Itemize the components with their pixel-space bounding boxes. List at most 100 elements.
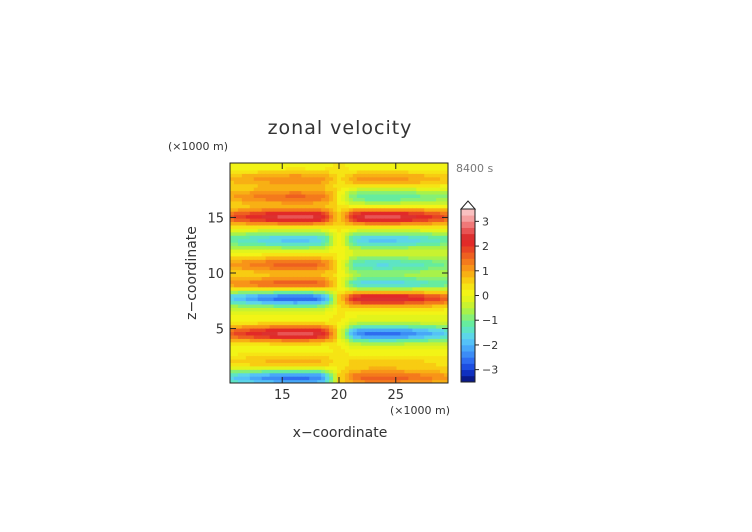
heatmap-cell bbox=[384, 276, 390, 281]
heatmap-cell bbox=[348, 372, 354, 377]
heatmap-cell bbox=[392, 369, 398, 374]
heatmap-cell bbox=[372, 273, 378, 278]
heatmap-cell bbox=[404, 231, 409, 236]
heatmap-cell bbox=[436, 348, 441, 353]
heatmap-cell bbox=[344, 242, 350, 247]
heatmap-cell bbox=[376, 187, 382, 192]
heatmap-cell bbox=[309, 173, 314, 178]
heatmap-cell bbox=[269, 331, 275, 336]
heatmap-cell bbox=[356, 207, 362, 212]
heatmap-cell bbox=[325, 224, 330, 229]
heatmap-cell bbox=[249, 372, 255, 377]
heatmap-cell bbox=[436, 235, 441, 240]
heatmap-cell bbox=[281, 169, 287, 174]
heatmap-cell bbox=[368, 379, 374, 383]
heatmap-cell bbox=[388, 269, 394, 274]
heatmap-cell bbox=[230, 231, 235, 236]
heatmap-cell bbox=[372, 328, 378, 333]
heatmap-cell bbox=[309, 310, 314, 315]
heatmap-cell bbox=[356, 214, 362, 219]
heatmap-cell bbox=[337, 331, 342, 336]
heatmap-cell bbox=[253, 334, 259, 339]
heatmap-cell bbox=[396, 255, 402, 260]
heatmap-cell bbox=[372, 321, 378, 326]
heatmap-cell bbox=[337, 314, 342, 319]
heatmap-cell bbox=[261, 300, 267, 305]
heatmap-cell bbox=[408, 297, 413, 302]
heatmap-cell bbox=[416, 293, 421, 298]
heatmap-cell bbox=[372, 204, 378, 209]
heatmap-cell bbox=[444, 300, 448, 305]
heatmap-cell bbox=[277, 235, 283, 240]
heatmap-cell bbox=[352, 238, 358, 243]
heatmap-cell bbox=[289, 345, 295, 350]
heatmap-cell bbox=[348, 166, 354, 171]
heatmap-cell bbox=[261, 259, 267, 264]
heatmap-cell bbox=[344, 328, 350, 333]
heatmap-cell bbox=[233, 255, 239, 260]
heatmap-cell bbox=[416, 235, 421, 240]
heatmap-cell bbox=[376, 262, 382, 267]
heatmap-cell bbox=[261, 163, 267, 168]
heatmap-cell bbox=[265, 207, 271, 212]
heatmap-cell bbox=[245, 379, 251, 383]
heatmap-cell bbox=[241, 317, 247, 322]
heatmap-cell bbox=[297, 238, 302, 243]
heatmap-cell bbox=[241, 328, 247, 333]
heatmap-cell bbox=[408, 231, 413, 236]
heatmap-cell bbox=[269, 345, 275, 350]
heatmap-cell bbox=[333, 180, 338, 185]
heatmap-cell bbox=[408, 200, 413, 205]
heatmap-cell bbox=[321, 352, 326, 357]
heatmap-cell bbox=[344, 169, 350, 174]
heatmap-cell bbox=[261, 328, 267, 333]
heatmap-cell bbox=[301, 248, 306, 253]
heatmap-cell bbox=[444, 204, 448, 209]
heatmap-cell bbox=[281, 245, 287, 250]
heatmap-cell bbox=[420, 365, 425, 370]
heatmap-cell bbox=[265, 334, 271, 339]
heatmap-cell bbox=[436, 176, 441, 181]
heatmap-cell bbox=[337, 276, 342, 281]
heatmap-cell bbox=[265, 228, 271, 233]
heatmap-cell bbox=[333, 273, 338, 278]
heatmap-cell bbox=[396, 269, 402, 274]
heatmap-cell bbox=[384, 334, 390, 339]
heatmap-cell bbox=[432, 235, 437, 240]
heatmap-cell bbox=[348, 352, 354, 357]
heatmap-cell bbox=[352, 166, 358, 171]
heatmap-cell bbox=[420, 242, 425, 247]
heatmap-cell bbox=[404, 248, 409, 253]
heatmap-cell bbox=[293, 358, 298, 363]
heatmap-cell bbox=[249, 266, 255, 271]
heatmap-cell bbox=[245, 266, 251, 271]
heatmap-cell bbox=[368, 369, 374, 374]
heatmap-cell bbox=[376, 376, 382, 381]
heatmap-cell bbox=[400, 345, 405, 350]
heatmap-cell bbox=[237, 207, 243, 212]
heatmap-cell bbox=[424, 300, 429, 305]
heatmap-cell bbox=[301, 345, 306, 350]
heatmap-cell bbox=[356, 297, 362, 302]
heatmap-cell bbox=[301, 286, 306, 291]
heatmap-cell bbox=[237, 362, 243, 367]
heatmap-cell bbox=[293, 173, 298, 178]
heatmap-cell bbox=[289, 173, 295, 178]
colorbar-swatch bbox=[461, 252, 475, 259]
heatmap-cell bbox=[348, 176, 354, 181]
heatmap-cell bbox=[313, 334, 318, 339]
heatmap-cell bbox=[388, 224, 394, 229]
heatmap-cell bbox=[277, 169, 283, 174]
heatmap-cell bbox=[416, 214, 421, 219]
heatmap-cell bbox=[444, 266, 448, 271]
heatmap-cell bbox=[233, 266, 239, 271]
heatmap-cell bbox=[241, 242, 247, 247]
heatmap-cell bbox=[388, 369, 394, 374]
heatmap-cell bbox=[233, 238, 239, 243]
heatmap-cell bbox=[273, 365, 279, 370]
heatmap-cell bbox=[230, 369, 235, 374]
heatmap-cell bbox=[412, 221, 417, 226]
heatmap-cell bbox=[396, 303, 402, 308]
heatmap-cell bbox=[245, 255, 251, 260]
